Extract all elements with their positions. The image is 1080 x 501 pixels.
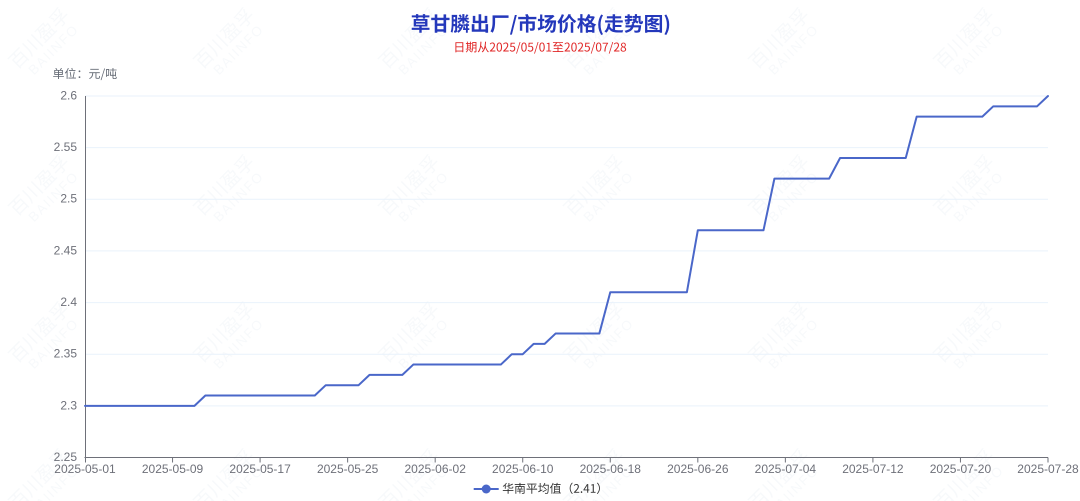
svg-text:2025-05-17: 2025-05-17 <box>229 462 291 476</box>
svg-text:2.5: 2.5 <box>60 192 77 206</box>
svg-text:2025-05-09: 2025-05-09 <box>142 462 204 476</box>
svg-text:2025-07-20: 2025-07-20 <box>930 462 992 476</box>
svg-text:2.45: 2.45 <box>54 243 78 257</box>
svg-text:2025-07-04: 2025-07-04 <box>755 462 817 476</box>
svg-text:2.6: 2.6 <box>60 88 77 102</box>
svg-text:2.25: 2.25 <box>54 450 78 464</box>
svg-text:2025-05-01: 2025-05-01 <box>54 462 116 476</box>
svg-text:2025-06-26: 2025-06-26 <box>667 462 729 476</box>
svg-text:2025-07-28: 2025-07-28 <box>1017 462 1079 476</box>
svg-text:2025-06-18: 2025-06-18 <box>580 462 642 476</box>
svg-text:2.4: 2.4 <box>60 295 77 309</box>
svg-text:2025-07-12: 2025-07-12 <box>842 462 904 476</box>
svg-text:2.3: 2.3 <box>60 398 77 412</box>
svg-text:2.55: 2.55 <box>54 140 78 154</box>
svg-text:2.35: 2.35 <box>54 347 78 361</box>
svg-text:2025-06-02: 2025-06-02 <box>404 462 466 476</box>
svg-text:2025-06-10: 2025-06-10 <box>492 462 554 476</box>
svg-text:2025-05-25: 2025-05-25 <box>317 462 379 476</box>
